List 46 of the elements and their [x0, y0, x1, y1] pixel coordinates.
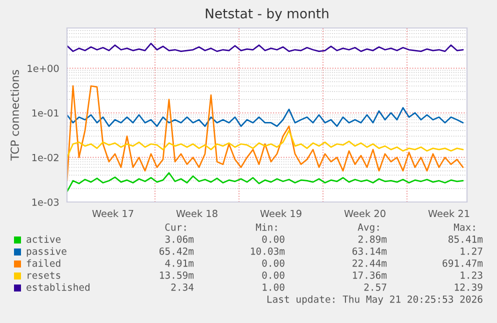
text: 63.14m [352, 247, 387, 255]
x-tick-label: Week 20 [344, 210, 386, 218]
y-axis-title: TCP connections [10, 70, 19, 161]
x-tick-label: Week 18 [176, 210, 218, 218]
text: 17.36m [353, 271, 387, 279]
text: 4.91m [165, 259, 194, 267]
text: 691.47m [442, 259, 483, 267]
legend-label: established [26, 283, 90, 291]
text: 2.89m [358, 235, 387, 243]
chart-title: Netstat - by month [206, 8, 328, 22]
text: 0.00 [262, 259, 284, 267]
text: 65.42m [160, 247, 194, 255]
text: 10.03m [251, 247, 285, 255]
text: 1.23 [460, 271, 482, 279]
text: 2.57 [364, 283, 386, 291]
legend-label: active [26, 235, 61, 243]
y-tick-label: 1e+00 [28, 64, 59, 72]
line-series [67, 85, 464, 182]
text: 85.41m [448, 235, 483, 243]
x-tick-label: Week 21 [428, 210, 470, 218]
y-tick-label: 1e-03 [32, 198, 59, 206]
text: Avg: [358, 224, 379, 233]
legend-label: failed [26, 259, 60, 267]
text: Min: [256, 223, 277, 231]
text: 12.39 [454, 283, 482, 291]
text: 3.06m [165, 235, 194, 243]
text: Cur: [165, 223, 186, 231]
text: Max: [454, 224, 475, 231]
text: 1.27 [460, 247, 482, 255]
text: 2.34 [171, 283, 194, 291]
text: 0.00 [262, 271, 284, 279]
y-tick-label: 1e-01 [32, 109, 58, 117]
text: 1.00 [262, 283, 284, 291]
line-series [67, 172, 464, 192]
x-tick-label: Week 19 [260, 210, 302, 218]
text: 13.59m [160, 271, 194, 279]
y-tick-label: 1e-02 [32, 154, 58, 162]
legend-label: passive [26, 247, 66, 257]
text: Last update: Thu May 21 20:25:53 2026 [267, 295, 482, 305]
legend-label: resets [28, 272, 60, 279]
line-series [67, 42, 464, 52]
line-series [67, 107, 464, 127]
text: 22.44m [352, 259, 387, 267]
x-tick-label: Week 17 [92, 210, 134, 218]
line-series [67, 130, 464, 158]
text: 0.00 [262, 235, 284, 243]
